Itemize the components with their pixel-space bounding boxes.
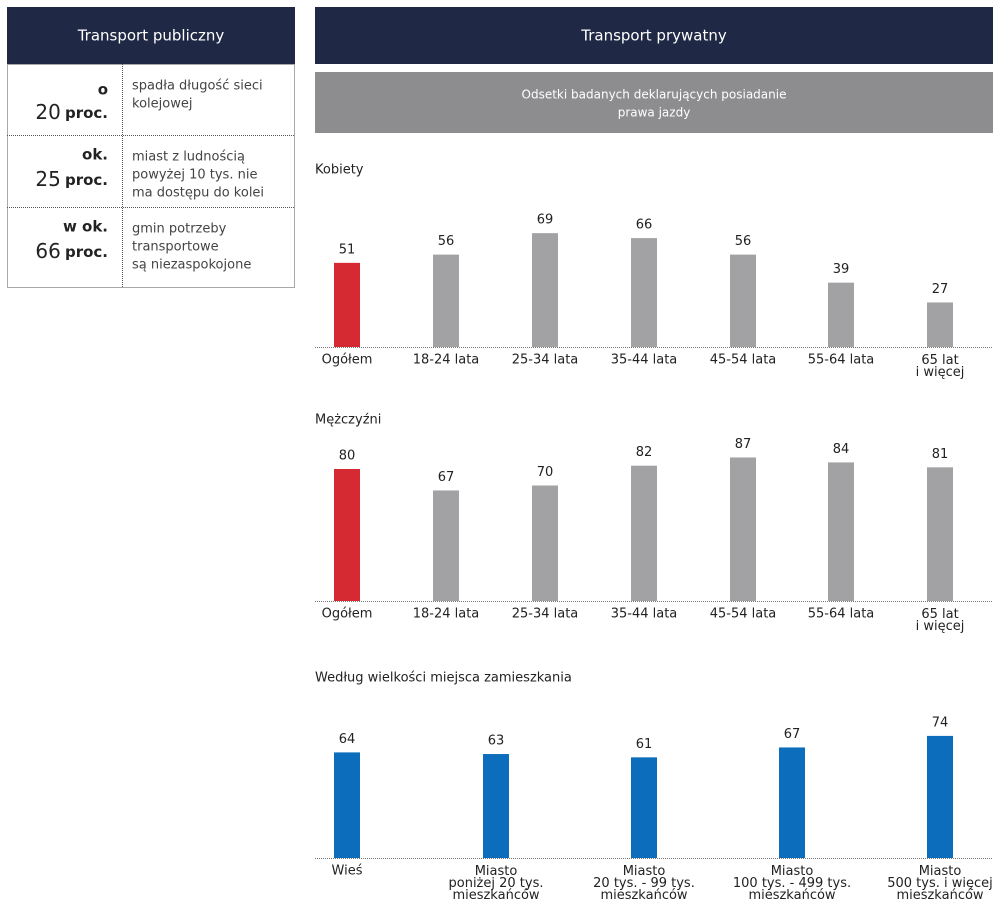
category-label: 65 lat i więcej xyxy=(916,607,965,634)
bar xyxy=(334,752,360,858)
bar xyxy=(828,282,854,347)
category-label: 45-54 lata xyxy=(710,607,777,622)
value-label: 61 xyxy=(636,737,653,752)
row-text: transportowe xyxy=(132,240,219,255)
amount-unit: proc. xyxy=(65,171,108,189)
category-label: 65 lat i więcej xyxy=(916,353,965,380)
bar xyxy=(631,465,657,601)
amount-unit: proc. xyxy=(65,243,108,261)
category-label: Ogółem xyxy=(322,353,373,368)
value-label: 66 xyxy=(636,218,653,233)
category-label: 55-64 lata xyxy=(808,607,875,622)
row-text: są niezaspokojone xyxy=(132,258,251,273)
category-label: 18-24 lata xyxy=(413,607,480,622)
chart-title: Kobiety xyxy=(315,163,364,178)
value-label: 39 xyxy=(833,262,850,277)
bar xyxy=(779,747,805,858)
bar xyxy=(927,302,953,347)
right-header xyxy=(315,7,993,64)
bar xyxy=(532,485,558,601)
value-label: 80 xyxy=(339,449,356,464)
category-label: 18-24 lata xyxy=(413,353,480,368)
row-text: gmin potrzeby xyxy=(132,222,227,237)
row-text: ma dostępu do kolei xyxy=(132,186,264,201)
category-label: Miasto 100 tys. - 499 tys. mieszkańców xyxy=(733,864,851,903)
subtitle: Odsetki badanych deklarujących posiadani… xyxy=(522,88,787,102)
category-label: 25-34 lata xyxy=(512,607,579,622)
bar xyxy=(433,490,459,601)
right-title: Transport prywatny xyxy=(580,27,727,45)
value-label: 84 xyxy=(833,442,850,457)
prefix: ok. xyxy=(82,146,108,164)
amount: 20 proc. xyxy=(35,100,108,124)
value-label: 56 xyxy=(735,234,752,249)
value-label: 63 xyxy=(488,734,505,749)
category-label: Miasto poniżej 20 tys. mieszkańców xyxy=(449,864,544,903)
row-text: miast z ludnością xyxy=(132,150,245,165)
value-label: 67 xyxy=(438,470,455,485)
chart-title: Mężczyźni xyxy=(315,413,381,428)
bar xyxy=(631,238,657,347)
bar xyxy=(828,462,854,601)
prefix: w ok. xyxy=(63,218,108,236)
row-text: spadła długość sieci xyxy=(132,79,263,94)
category-label: 45-54 lata xyxy=(710,353,777,368)
category-label: Ogółem xyxy=(322,607,373,622)
value-label: 81 xyxy=(932,447,949,462)
amount-number: 66 xyxy=(35,239,60,263)
row-text: powyżej 10 tys. nie xyxy=(132,168,257,183)
table-border xyxy=(7,64,295,288)
bar xyxy=(433,254,459,347)
value-label: 56 xyxy=(438,234,455,249)
bar xyxy=(927,467,953,601)
chart-title: Według wielkości miejsca zamieszkania xyxy=(315,671,572,686)
amount-number: 20 xyxy=(35,100,60,124)
left-title: Transport publiczny xyxy=(77,27,225,45)
value-label: 69 xyxy=(537,213,554,228)
category-label: 35-44 lata xyxy=(611,607,678,622)
bar xyxy=(730,254,756,347)
left-header xyxy=(7,7,295,64)
value-label: 51 xyxy=(339,242,356,257)
category-label: 25-34 lata xyxy=(512,353,579,368)
row-text: kolejowej xyxy=(132,97,192,112)
bar xyxy=(334,262,360,347)
bar xyxy=(532,233,558,347)
value-label: 87 xyxy=(735,437,752,452)
amount: 25 proc. xyxy=(35,167,108,191)
amount: 66 proc. xyxy=(35,239,108,263)
category-label: 35-44 lata xyxy=(611,353,678,368)
prefix: o xyxy=(98,81,108,99)
value-label: 82 xyxy=(636,445,653,460)
bar xyxy=(927,735,953,858)
value-label: 27 xyxy=(932,282,949,297)
category-label: Miasto 500 tys. i więcej mieszkańców xyxy=(887,864,993,903)
bar xyxy=(631,757,657,858)
value-label: 70 xyxy=(537,465,554,480)
value-label: 74 xyxy=(932,715,949,730)
value-label: 67 xyxy=(784,727,801,742)
category-label: Miasto 20 tys. - 99 tys. mieszkańców xyxy=(593,864,695,903)
subtitle-box xyxy=(315,72,993,133)
amount-unit: proc. xyxy=(65,104,108,122)
amount-number: 25 xyxy=(35,167,60,191)
bar xyxy=(730,457,756,601)
value-label: 64 xyxy=(339,732,356,747)
category-label: Wieś xyxy=(332,864,363,879)
subtitle: prawa jazdy xyxy=(618,106,691,120)
category-label: 55-64 lata xyxy=(808,353,875,368)
bar xyxy=(483,754,509,858)
bar xyxy=(334,469,360,601)
